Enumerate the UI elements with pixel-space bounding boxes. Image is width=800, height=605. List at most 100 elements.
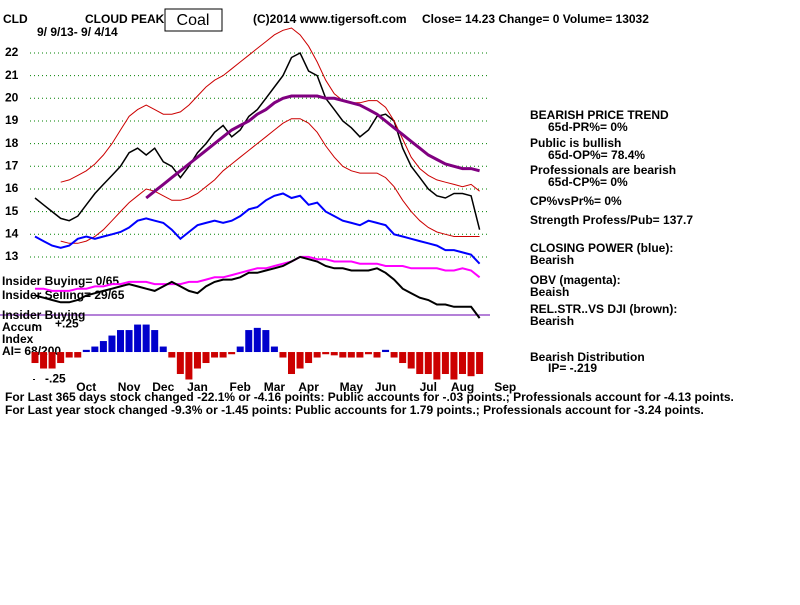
accum-bar (185, 352, 193, 380)
y-tick-label: 21 (5, 68, 19, 82)
accum-bar (176, 352, 184, 375)
accum-bar (48, 352, 56, 369)
signal-text: Public is bullish (530, 136, 621, 150)
accum-bar (399, 352, 407, 364)
x-tick-label: Nov (118, 380, 141, 394)
series-line (35, 255, 481, 292)
accum-bar (390, 352, 398, 358)
accum-bar (236, 346, 244, 353)
insider-label: Insider Buying (2, 308, 85, 322)
accum-bar (450, 352, 458, 380)
signal-text: Professionals are bearish (530, 163, 676, 177)
accum-bar (296, 352, 304, 369)
accum-bar (159, 346, 167, 353)
sector-box (164, 8, 223, 32)
x-tick-label: Dec (152, 380, 174, 394)
footer-line: For Last year stock changed -9.3% or -1.… (5, 403, 704, 417)
y-tick-label: 22 (5, 45, 19, 59)
quote: Close= 14.23 Change= 0 Volume= 13032 (422, 12, 649, 26)
series-line (60, 27, 480, 192)
signal-text: BEARISH PRICE TREND (530, 108, 669, 122)
y-tick-label: 19 (5, 113, 19, 127)
accum-bar (134, 324, 142, 353)
accum-bar (82, 349, 90, 353)
accum-bar (125, 330, 133, 353)
series-line (34, 192, 481, 265)
accum-bar (211, 352, 219, 358)
signal-text: REL.STR..VS DJI (brown): (530, 302, 677, 316)
x-tick-label: Mar (264, 380, 286, 394)
y-tick-label: 14 (5, 226, 19, 240)
date-range: 9/ 9/13- 9/ 4/14 (37, 25, 118, 39)
signal-text: IP= -.219 (548, 361, 597, 375)
accum-bar (433, 352, 441, 380)
accum-bar (322, 352, 330, 355)
y-tick-label: 17 (5, 158, 19, 172)
y2-tick-label: +.25 (55, 317, 79, 331)
company: CLOUD PEAK (85, 12, 165, 26)
accum-bar (382, 349, 390, 353)
accum-bar (441, 352, 449, 375)
signal-text: CLOSING POWER (blue): (530, 241, 673, 255)
series-line (34, 51, 481, 230)
signal-text: OBV (magenta): (530, 273, 621, 287)
signal-text: CP%vsPr%= 0% (530, 194, 622, 208)
accum-bar (330, 352, 338, 356)
x-tick-label: May (340, 380, 364, 394)
accum-bar (305, 352, 313, 364)
x-tick-label: Sep (494, 380, 516, 394)
accum-bar (347, 352, 355, 358)
accum-bar (65, 352, 73, 358)
signal-text: Beaish (530, 285, 569, 299)
accum-bar (373, 352, 381, 358)
accum-bar (245, 330, 253, 353)
accum-bar (313, 352, 321, 358)
x-tick-label: Jan (187, 380, 208, 394)
accum-bar (91, 346, 99, 353)
x-tick-label: Feb (230, 380, 251, 394)
accum-bar (476, 352, 484, 375)
signal-text: 65d-PR%= 0% (548, 120, 628, 134)
y-tick-label: 15 (5, 204, 19, 218)
y-tick-label: 20 (5, 90, 19, 104)
copyright: (C)2014 www.tigersoft.com (253, 12, 407, 26)
accum-bar (288, 352, 295, 375)
accum-bar (364, 352, 372, 355)
y-tick-label: 13 (5, 249, 19, 263)
accum-bar (99, 341, 107, 353)
x-tick-label: Jul (420, 380, 437, 394)
accum-bar (270, 346, 278, 353)
accum-bar (142, 324, 150, 353)
accum-bar (31, 352, 39, 364)
accum-bar (202, 352, 210, 364)
accum-bar (108, 335, 116, 353)
insider-buying: Insider Buying= 0/65 (2, 274, 119, 288)
y-tick-label: 16 (5, 181, 19, 195)
x-tick-label: Apr (298, 380, 319, 394)
accum-label: Accum (2, 320, 42, 334)
signal-text: Bearish (530, 314, 574, 328)
accum-bar (40, 352, 48, 369)
signal-text: Bearish (530, 253, 574, 267)
sector: Coal (177, 12, 210, 29)
signal-text: Strength Profess/Pub= 137.7 (530, 213, 693, 227)
accum-bar (262, 330, 270, 353)
y-tick-label: 18 (5, 136, 19, 150)
accum-bar (459, 352, 466, 375)
y2-tick-label: -.25 (45, 372, 66, 386)
signal-text: Bearish Distribution (530, 350, 645, 364)
signal-text: 65d-OP%= 78.4% (548, 148, 645, 162)
accum-bar (228, 352, 236, 355)
accum-bar (356, 352, 364, 358)
index-label: Index (2, 332, 34, 346)
x-tick-label: Oct (76, 380, 96, 394)
accum-bar (151, 330, 159, 353)
accum-bar (117, 330, 124, 353)
accum-bar (424, 352, 432, 375)
accum-bar (219, 352, 227, 358)
accum-bar (253, 327, 261, 353)
series-line (145, 94, 480, 200)
series-line (60, 118, 480, 244)
